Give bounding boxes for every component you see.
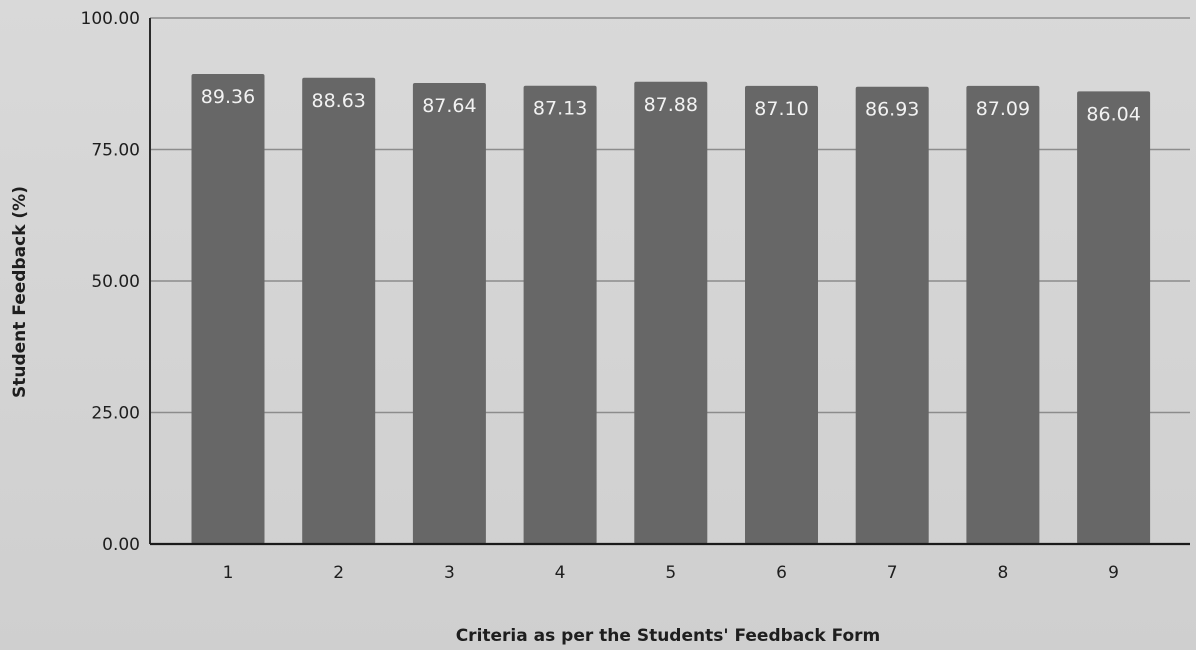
bar-value-label: 87.64 bbox=[422, 95, 476, 117]
x-axis-title: Criteria as per the Students' Feedback F… bbox=[456, 626, 881, 646]
bar-value-label: 87.10 bbox=[754, 98, 808, 120]
y-axis-title: Student Feedback (%) bbox=[10, 186, 30, 398]
y-tick-label: 0.00 bbox=[102, 535, 140, 555]
bar-value-label: 89.36 bbox=[201, 86, 255, 108]
y-tick-label: 100.00 bbox=[81, 9, 140, 29]
x-tick-label: 8 bbox=[997, 563, 1008, 583]
x-tick-label: 7 bbox=[887, 563, 898, 583]
y-tick-labels: 0.00 25.00 50.00 75.00 100.00 bbox=[81, 9, 140, 555]
bar-8 bbox=[966, 85, 1040, 544]
bar-4 bbox=[523, 85, 597, 544]
x-tick-label: 6 bbox=[776, 563, 787, 583]
y-tick-label: 75.00 bbox=[91, 141, 140, 161]
bar-value-label: 88.63 bbox=[311, 90, 365, 112]
bar-value-label: 87.88 bbox=[644, 94, 698, 116]
bar-value-label: 86.93 bbox=[865, 99, 919, 121]
y-tick-label: 50.00 bbox=[91, 272, 140, 292]
x-tick-label: 3 bbox=[444, 563, 455, 583]
bar-7 bbox=[855, 86, 929, 544]
bar-value-label: 87.09 bbox=[976, 98, 1030, 120]
bar-3 bbox=[412, 83, 486, 544]
bar-value-label: 86.04 bbox=[1086, 103, 1140, 125]
x-tick-label: 1 bbox=[223, 563, 234, 583]
x-tick-label: 5 bbox=[665, 563, 676, 583]
bar-2 bbox=[302, 77, 376, 544]
x-tick-labels: 1 2 3 4 5 6 7 8 9 bbox=[223, 563, 1119, 583]
bar-6 bbox=[745, 85, 818, 544]
bar-value-labels: 89.36 88.63 87.64 87.13 87.88 87.10 86.93 87.09… bbox=[201, 86, 1141, 125]
bars bbox=[191, 73, 1151, 545]
bar-1 bbox=[191, 73, 265, 544]
x-tick-label: 4 bbox=[555, 563, 566, 583]
x-tick-label: 9 bbox=[1108, 563, 1119, 583]
bar-9 bbox=[1077, 91, 1151, 545]
y-tick-label: 25.00 bbox=[91, 404, 140, 424]
axes bbox=[149, 18, 1190, 546]
bar-value-label: 87.13 bbox=[533, 98, 587, 120]
x-tick-label: 2 bbox=[333, 563, 344, 583]
bar-5 bbox=[634, 81, 708, 545]
